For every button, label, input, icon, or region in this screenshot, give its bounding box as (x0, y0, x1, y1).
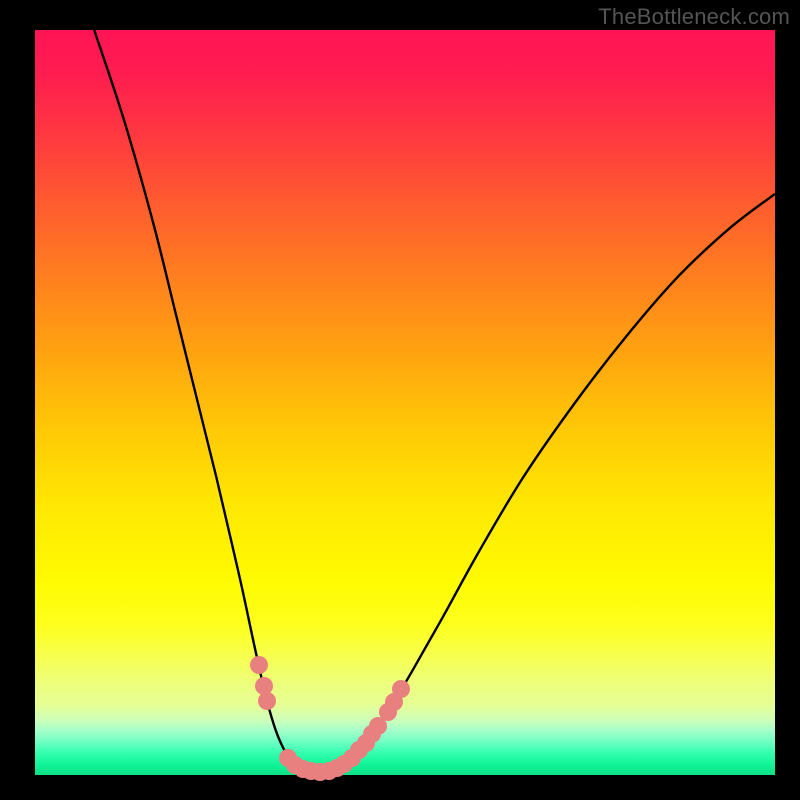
watermark-text: TheBottleneck.com (598, 4, 790, 30)
data-point (250, 656, 268, 674)
data-point (258, 692, 276, 710)
chart-svg (35, 30, 775, 775)
gradient-background (35, 30, 775, 775)
plot-area (35, 30, 775, 775)
data-point (392, 680, 410, 698)
chart-frame: TheBottleneck.com (0, 0, 800, 800)
